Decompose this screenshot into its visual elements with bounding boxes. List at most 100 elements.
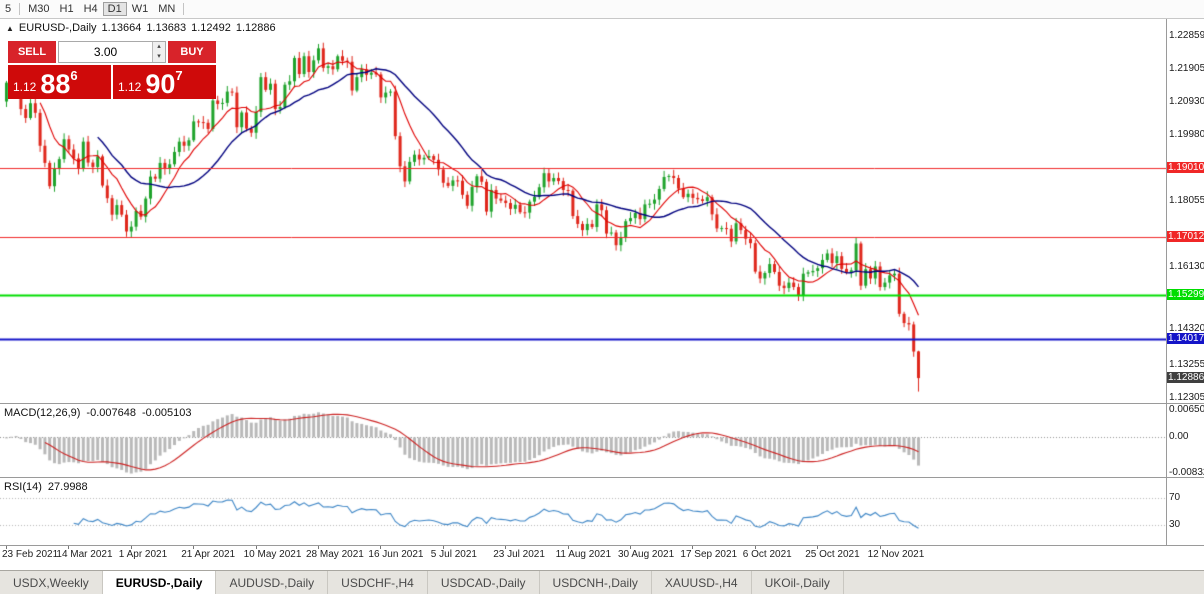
tab-usdchf-h4[interactable]: USDCHF-,H4 [328, 571, 428, 594]
date-axis-label: 17 Sep 2021 [680, 549, 738, 560]
price-axis-label: 1.21905 [1169, 63, 1204, 74]
timeframe-m5[interactable]: 5 [5, 3, 12, 15]
date-axis-label: 11 Aug 2021 [555, 549, 612, 560]
rsi-title: RSI(14) 27.9988 [4, 481, 88, 493]
price-level-badge: 1.15299 [1167, 289, 1204, 300]
volume-value[interactable]: 3.00 [93, 45, 118, 59]
time-axis-tick [692, 546, 694, 549]
time-axis-tick [318, 546, 319, 549]
time-axis-tick [442, 546, 444, 549]
price-axis-label: 1.16130 [1169, 261, 1204, 272]
ohlc-close: 1.12886 [235, 22, 276, 34]
pane-separator[interactable] [0, 477, 1204, 478]
toolbar-separator [19, 3, 21, 15]
date-axis-label: 5 Jul 2021 [430, 549, 477, 560]
tab-eurusd-daily[interactable]: EURUSD-,Daily [102, 571, 217, 594]
ohlc-open: 1.13664 [101, 22, 142, 34]
time-axis-tick [380, 546, 382, 549]
price-level-badge: 1.19010 [1167, 162, 1204, 173]
date-axis-label: 23 Feb 2021 [2, 549, 59, 560]
price-axis-label: 1.20930 [1169, 96, 1204, 107]
sell-price-big: 88 [40, 69, 71, 99]
macd-indicator-canvas[interactable] [0, 404, 1166, 478]
sell-price-small: 1.12 [13, 80, 37, 94]
chart-title: ▲ EURUSD-,Daily 1.13664 1.13683 1.12492 … [6, 22, 276, 34]
tab-usdcad-daily[interactable]: USDCAD-,Daily [428, 571, 540, 594]
rsi-value: 27.9988 [47, 481, 88, 493]
date-axis-label: 21 Apr 2021 [181, 549, 236, 560]
horizontal-scrollbar[interactable] [0, 562, 1204, 570]
price-axis-label: 1.18055 [1169, 195, 1204, 206]
price-level-badge: 1.14017 [1167, 333, 1204, 344]
timeframe-h1[interactable]: H1 [59, 3, 74, 15]
time-axis-tick [193, 546, 195, 549]
chart-symbol-label: EURUSD-,Daily [18, 22, 97, 34]
chart-area: ▲ EURUSD-,Daily 1.13664 1.13683 1.12492 … [0, 19, 1204, 545]
price-axis-label: 1.12305 [1169, 392, 1204, 403]
rsi-indicator-canvas[interactable] [0, 478, 1166, 545]
timeframe-h4[interactable]: H4 [83, 3, 98, 15]
volume-spinner[interactable]: ▴ ▾ [152, 42, 165, 62]
timeframe-d1[interactable]: D1 [102, 2, 127, 16]
rsi-label: RSI(14) [4, 481, 42, 493]
time-axis-tick [817, 546, 819, 549]
date-axis-label: 10 May 2021 [243, 549, 302, 560]
sell-price-sup: 6 [70, 68, 78, 83]
buy-button[interactable]: BUY [168, 41, 216, 63]
price-axis-label: 1.14320 [1169, 323, 1204, 334]
buy-price-box[interactable]: 1.12 90 7 [113, 65, 216, 99]
spinner-up-icon[interactable]: ▴ [153, 42, 165, 52]
macd-scale-label: 0.00 [1169, 431, 1189, 442]
buy-price-big: 90 [145, 69, 176, 99]
macd-value-main: -0.007648 [86, 407, 136, 419]
macd-label: MACD(12,26,9) [4, 407, 81, 419]
sell-price-box[interactable]: 1.12 88 6 [8, 65, 111, 99]
date-axis-label: 28 May 2021 [306, 549, 364, 560]
time-axis-tick [255, 546, 257, 549]
macd-scale-label: -0.00832 [1169, 467, 1204, 478]
tab-usdcnh-daily[interactable]: USDCNH-,Daily [540, 571, 652, 594]
time-axis-tick [6, 546, 7, 549]
timeframe-toolbar: 5 M30 H1 H4 D1 W1 MN [0, 0, 1204, 19]
rsi-scale-label: 30 [1169, 519, 1181, 530]
spinner-down-icon[interactable]: ▾ [153, 52, 165, 62]
ohlc-high: 1.13683 [146, 22, 187, 34]
macd-scale-label: 0.00650 [1169, 404, 1204, 415]
ohlc-low: 1.12492 [191, 22, 231, 34]
timeframe-w1[interactable]: W1 [131, 3, 149, 15]
tab-usdx-weekly[interactable]: USDX,Weekly [0, 571, 103, 594]
time-axis-tick [68, 546, 70, 549]
time-axis-tick [879, 546, 881, 549]
date-axis-label: 6 Oct 2021 [742, 549, 792, 560]
macd-title: MACD(12,26,9) -0.007648 -0.005103 [4, 407, 192, 419]
price-level-badge: 1.17012 [1167, 231, 1204, 242]
tab-ukoil-daily[interactable]: UKOil-,Daily [752, 571, 844, 594]
pane-separator[interactable] [0, 403, 1204, 404]
price-axis-label: 1.13255 [1169, 359, 1204, 370]
time-axis[interactable]: 23 Feb 2021 14 Mar 2021 1 Apr 2021 21 Apr 2… [0, 545, 1204, 562]
sell-button[interactable]: SELL [8, 41, 56, 63]
collapse-panel-icon[interactable]: ▲ [6, 23, 14, 33]
time-axis-tick [754, 546, 756, 549]
tab-audusd-daily[interactable]: AUDUSD-,Daily [216, 571, 329, 594]
date-axis-label: 30 Aug 2021 [618, 549, 675, 560]
time-axis-tick [567, 546, 569, 549]
one-click-trading-widget: SELL 3.00 ▴ ▾ BUY 1.12 88 6 1.12 90 7 [8, 41, 216, 99]
date-axis-label: 23 Jul 2021 [493, 549, 545, 560]
buy-price-small: 1.12 [118, 80, 142, 94]
tab-xauusd-h4[interactable]: XAUUSD-,H4 [652, 571, 752, 594]
time-axis-tick [505, 546, 507, 549]
rsi-scale-label: 70 [1169, 492, 1181, 503]
date-axis-label: 14 Mar 2021 [56, 549, 113, 560]
toolbar-separator [183, 3, 185, 15]
timeframe-mn[interactable]: MN [158, 3, 176, 15]
date-axis-label: 12 Nov 2021 [867, 549, 925, 560]
date-axis-label: 25 Oct 2021 [805, 549, 860, 560]
date-axis-label: 16 Jun 2021 [368, 549, 424, 560]
volume-input[interactable]: 3.00 ▴ ▾ [58, 41, 166, 63]
price-axis[interactable]: 1.22859 1.21905 1.20930 1.19980 1.18055 1.161… [1166, 19, 1204, 545]
current-price-badge: 1.12886 [1167, 372, 1204, 383]
price-axis-label: 1.19980 [1169, 129, 1204, 140]
timeframe-m30[interactable]: M30 [28, 3, 50, 15]
buy-price-sup: 7 [175, 68, 183, 83]
